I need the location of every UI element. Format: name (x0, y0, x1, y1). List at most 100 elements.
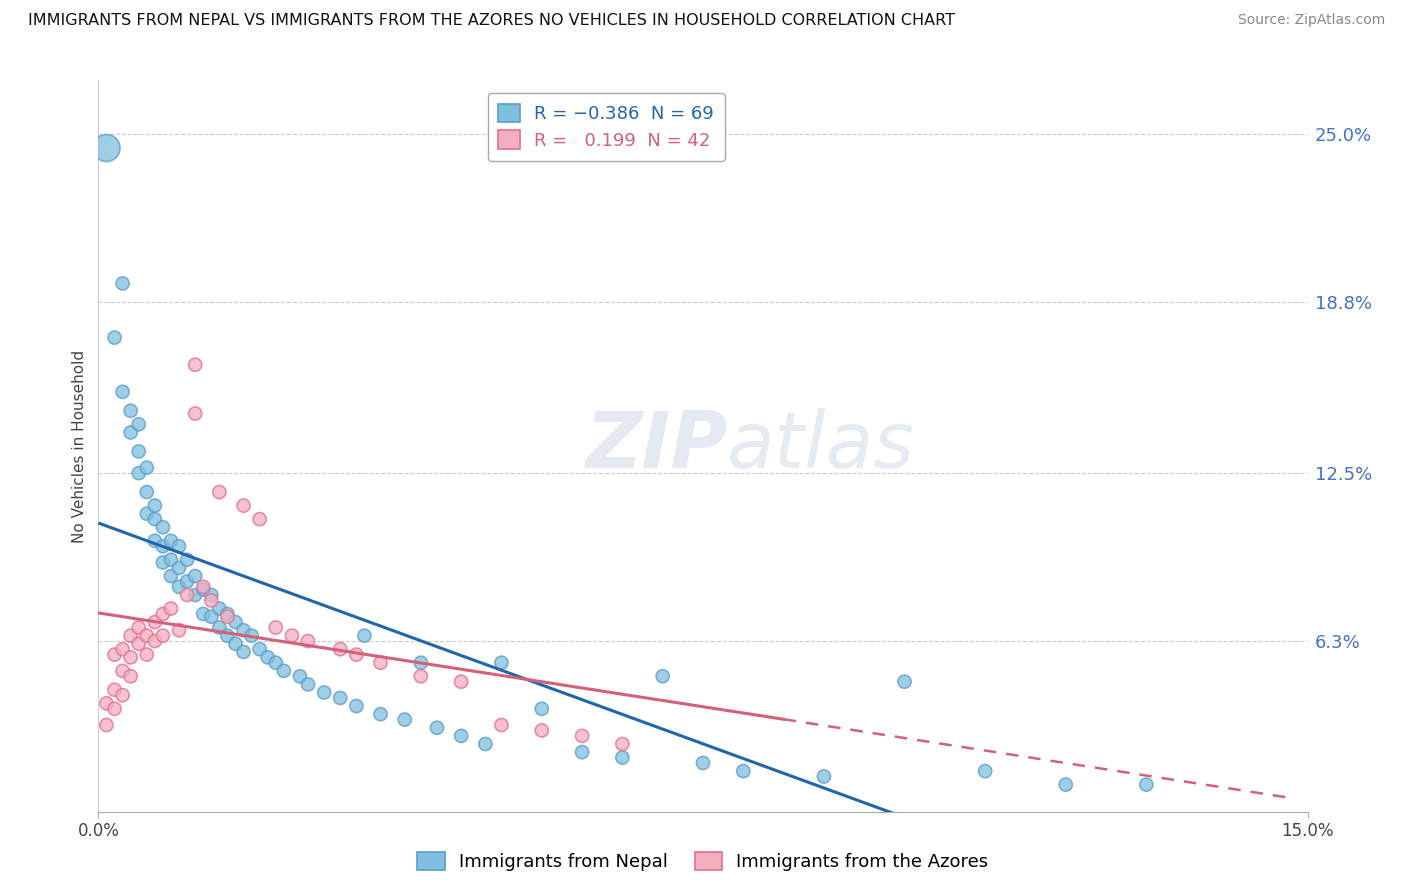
Point (152, 556, 174, 570)
Point (409, 669, 432, 683)
Point (167, 539, 190, 553)
Point (450, 729, 472, 743)
Y-axis label: No Vehicles in Household: No Vehicles in Household (72, 350, 87, 542)
Point (128, 444, 150, 458)
Point (1054, 778, 1077, 792)
Point (264, 620, 287, 634)
Point (370, 656, 392, 670)
Point (974, 764, 997, 778)
Point (297, 634, 319, 648)
Point (329, 690, 352, 705)
Point (160, 569, 183, 583)
Point (128, 620, 150, 634)
Point (128, 637, 150, 651)
Point (120, 669, 142, 683)
Point (128, 466, 150, 480)
Point (893, 674, 915, 689)
Point (152, 520, 174, 534)
Point (143, 615, 166, 629)
Point (394, 713, 416, 727)
Point (160, 601, 183, 615)
Point (111, 384, 134, 399)
Point (135, 648, 157, 662)
Point (232, 624, 254, 638)
Point (135, 460, 157, 475)
Point (273, 664, 295, 678)
Point (160, 553, 183, 567)
Point (111, 664, 134, 678)
Point (135, 507, 157, 521)
Point (120, 404, 142, 418)
Point (329, 642, 352, 657)
Point (103, 648, 125, 662)
Point (135, 629, 157, 643)
Point (103, 682, 125, 697)
Point (314, 685, 336, 699)
Point (256, 650, 278, 665)
Point (143, 499, 166, 513)
Point (1135, 778, 1157, 792)
Point (135, 485, 157, 500)
Point (344, 699, 367, 714)
Point (530, 723, 553, 738)
Point (249, 512, 271, 526)
Point (474, 737, 496, 751)
Point (120, 650, 142, 665)
Point (692, 756, 714, 770)
Point (193, 582, 215, 597)
Point (217, 607, 239, 621)
Text: ZIP: ZIP (585, 408, 727, 484)
Point (264, 656, 287, 670)
Point (160, 533, 183, 548)
Point (344, 648, 367, 662)
Point (450, 674, 472, 689)
Point (143, 512, 166, 526)
Point (111, 688, 134, 702)
Point (217, 629, 239, 643)
Point (96, 141, 118, 155)
Point (152, 607, 174, 621)
Point (370, 707, 392, 722)
Point (240, 629, 263, 643)
Text: IMMIGRANTS FROM NEPAL VS IMMIGRANTS FROM THE AZORES NO VEHICLES IN HOUSEHOLD COR: IMMIGRANTS FROM NEPAL VS IMMIGRANTS FROM… (28, 13, 955, 29)
Point (120, 425, 142, 440)
Point (426, 721, 449, 735)
Point (612, 750, 634, 764)
Point (103, 331, 125, 345)
Point (184, 588, 207, 602)
Point (224, 615, 246, 629)
Point (813, 770, 835, 784)
Point (184, 358, 207, 372)
Point (249, 642, 271, 657)
Point (208, 601, 231, 615)
Point (96, 697, 118, 711)
Point (224, 637, 246, 651)
Point (208, 620, 231, 634)
Point (200, 609, 222, 624)
Point (193, 607, 215, 621)
Legend: Immigrants from Nepal, Immigrants from the Azores: Immigrants from Nepal, Immigrants from t… (411, 845, 995, 879)
Point (232, 499, 254, 513)
Point (103, 702, 125, 716)
Point (176, 574, 198, 589)
Legend: R = −0.386  N = 69, R =   0.199  N = 42: R = −0.386 N = 69, R = 0.199 N = 42 (488, 93, 725, 161)
Point (208, 485, 231, 500)
Point (152, 629, 174, 643)
Point (530, 702, 553, 716)
Point (167, 624, 190, 638)
Point (128, 417, 150, 432)
Point (353, 629, 375, 643)
Point (232, 645, 254, 659)
Point (409, 656, 432, 670)
Point (167, 580, 190, 594)
Point (491, 656, 513, 670)
Point (184, 569, 207, 583)
Point (571, 745, 593, 759)
Point (200, 588, 222, 602)
Point (176, 553, 198, 567)
Text: atlas: atlas (727, 408, 915, 484)
Point (651, 669, 673, 683)
Point (297, 677, 319, 691)
Point (167, 561, 190, 575)
Point (281, 629, 304, 643)
